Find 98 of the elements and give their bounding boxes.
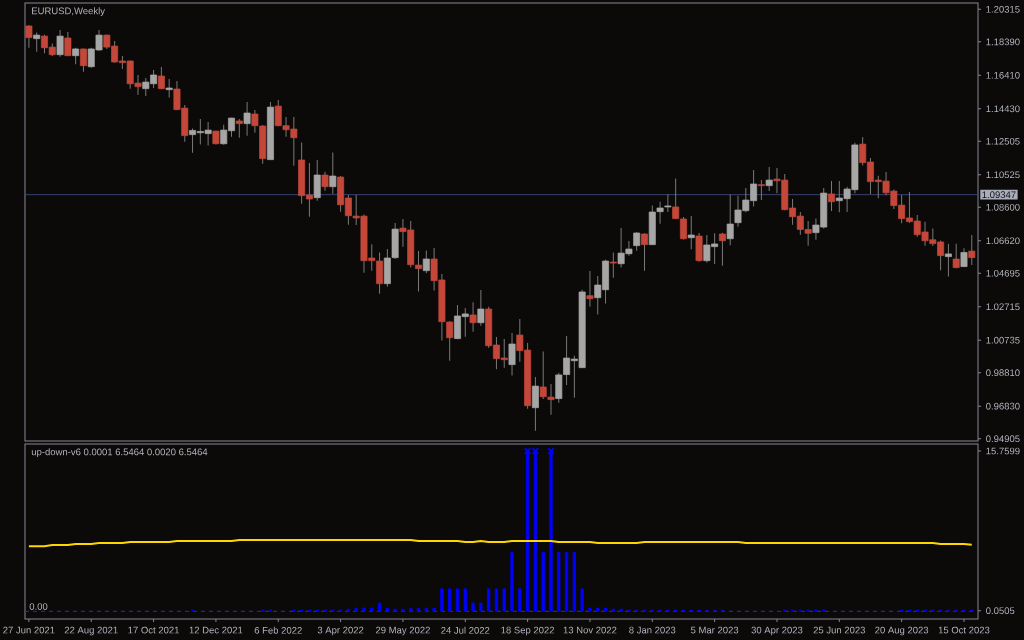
bar (541, 551, 545, 612)
candlestick (609, 251, 617, 279)
x-tick-label: 17 Oct 2021 (128, 626, 179, 634)
x-tick-label: 29 May 2022 (375, 626, 430, 636)
candlestick (469, 301, 477, 333)
bar (611, 608, 615, 612)
candlestick (422, 249, 430, 274)
x-tick-label: 3 Apr 2022 (317, 626, 364, 636)
x-tick-label: 25 Jun 2023 (813, 626, 866, 634)
candlestick (968, 234, 976, 266)
x-tick-label: 8 Jan 2023 (629, 626, 676, 634)
chart-title: EURUSD,Weekly (32, 7, 105, 17)
bar (494, 588, 499, 612)
y-tick-label: 1.20315 (986, 5, 1020, 13)
x-tick-label: 5 Mar 2023 (690, 626, 739, 634)
y-tick-label: 0.94905 (986, 435, 1020, 443)
bar (440, 588, 444, 612)
bar (463, 588, 467, 612)
y-tick-label: 0.98810 (986, 369, 1020, 377)
candlestick (477, 289, 485, 327)
y-tick-label: 1.16410 (986, 71, 1020, 79)
y-tick-label: 1.10525 (986, 171, 1020, 179)
bar (502, 588, 506, 612)
candlestick (828, 180, 835, 212)
bar (362, 607, 366, 612)
bar (564, 551, 569, 612)
candlestick (531, 376, 539, 432)
x-tick-label: 12 Dec 2021 (189, 626, 243, 634)
candlestick (329, 151, 337, 195)
x-tick-label: 30 Apr 2023 (751, 626, 803, 636)
bar (603, 607, 608, 612)
bar (479, 602, 483, 612)
candlestick (508, 332, 516, 377)
candlestick (56, 29, 64, 58)
candlestick (726, 194, 734, 246)
y-tick-label: 1.02715 (986, 303, 1020, 311)
x-tick-label: 6 Feb 2022 (254, 626, 302, 634)
candlestick (952, 243, 960, 269)
ref-line-label: 1.09347 (982, 191, 1016, 199)
candlestick (313, 159, 321, 202)
y-tick-label: 0.96830 (986, 402, 1020, 410)
bar (596, 607, 600, 612)
candlestick (243, 101, 251, 137)
bar (370, 607, 374, 612)
y-tick-label: 1.08600 (986, 203, 1020, 211)
x-tick-label: 15 Oct 2023 (938, 626, 990, 634)
candlestick (960, 247, 968, 268)
bar (416, 607, 421, 612)
bar (518, 588, 522, 612)
bar (572, 551, 577, 612)
x-tick-label: 27 Jun 2021 (3, 626, 55, 634)
x-tick-label: 22 Aug 2021 (64, 626, 118, 636)
chart-title: up-down-v6 0.0001 6.5464 0.0020 6.5464 (31, 448, 208, 458)
candlestick (79, 47, 87, 73)
candlestick (586, 270, 594, 308)
bar (549, 450, 553, 612)
y-tick-label: 1.12505 (986, 137, 1020, 145)
x-tick-label: 13 Nov 2022 (563, 626, 617, 634)
bar (619, 608, 623, 612)
ref-line-label: 0.00 (29, 603, 48, 610)
x-tick-label: 20 Aug 2023 (875, 626, 929, 636)
candlestick (641, 232, 648, 272)
candlestick (944, 243, 952, 277)
candlestick (633, 231, 641, 252)
bar (424, 607, 428, 612)
bar (588, 607, 592, 612)
candlestick (165, 78, 173, 99)
x-tick-label: 18 Sep 2022 (501, 626, 555, 636)
bar (401, 608, 405, 612)
y-tick-label: 1.06620 (986, 237, 1020, 245)
x-tick-label: 24 Jul 2022 (441, 626, 490, 634)
bar (346, 608, 351, 612)
bar (580, 588, 584, 612)
bar (385, 607, 389, 612)
y-tick-label: 15.7599 (986, 447, 1020, 455)
candlestick (235, 118, 243, 139)
candlestick (33, 31, 41, 53)
y-tick-label: 1.18390 (986, 38, 1020, 46)
bar (354, 607, 358, 612)
bar (471, 602, 475, 612)
bar (487, 588, 491, 612)
y-tick-label: 1.14430 (986, 105, 1020, 113)
y-tick-label: 0.0505 (986, 607, 1015, 615)
bar (455, 588, 460, 612)
bar (377, 602, 382, 612)
bar (409, 607, 413, 612)
bar (448, 588, 452, 612)
candlestick (687, 215, 695, 250)
candlestick (765, 166, 773, 192)
y-tick-label: 1.00735 (986, 336, 1020, 344)
bar (510, 551, 514, 612)
candlestick (757, 179, 765, 201)
candlestick (321, 171, 329, 192)
candlestick (718, 232, 726, 267)
y-tick-label: 1.04695 (986, 269, 1020, 277)
bar (393, 608, 397, 612)
bar (557, 551, 561, 612)
bar (432, 607, 436, 612)
